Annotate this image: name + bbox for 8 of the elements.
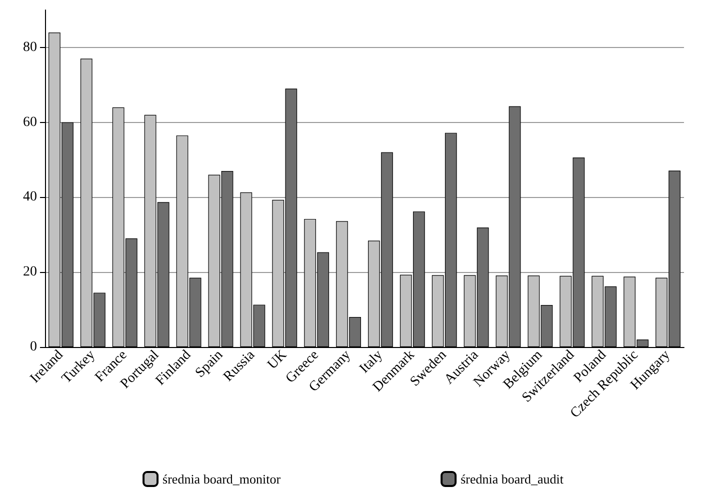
x-tick-label: UK <box>265 348 290 373</box>
y-tick-label: 0 <box>30 340 37 354</box>
y-tick-label: 80 <box>23 40 37 55</box>
legend-label: średnia board_monitor <box>162 472 282 486</box>
y-tick-label: 20 <box>23 264 37 280</box>
legend-label: średnia board_audit <box>460 472 564 486</box>
y-tick-label: 60 <box>23 114 37 130</box>
y-tick-label: 40 <box>23 190 37 205</box>
